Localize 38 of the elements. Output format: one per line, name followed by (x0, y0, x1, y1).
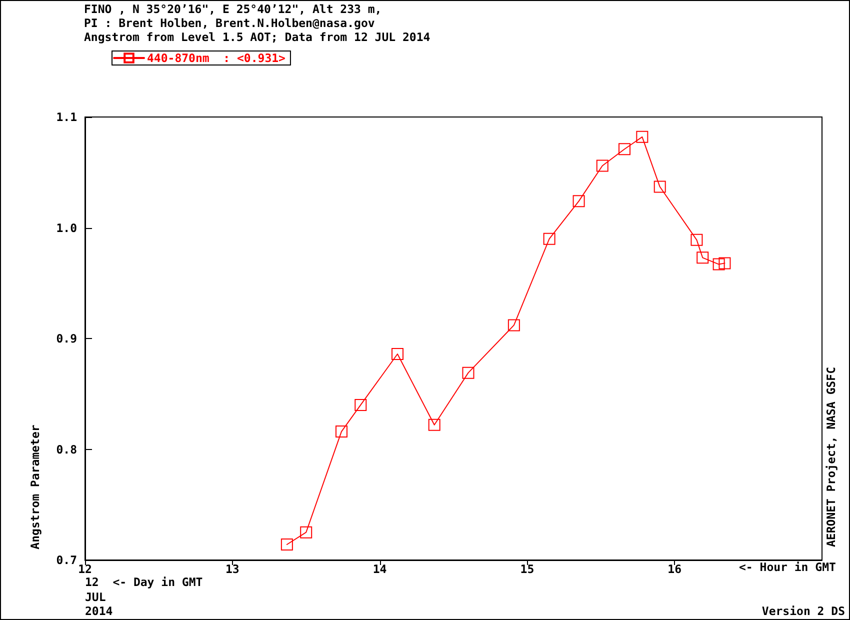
y-tick-label: 0.9 (56, 332, 78, 346)
point (596, 160, 608, 172)
x-tick-label: 15 (520, 562, 534, 576)
point (636, 130, 648, 143)
point (335, 426, 348, 438)
point (712, 258, 725, 270)
y-tick-label: 1.1 (56, 110, 78, 124)
text: 2014 (85, 604, 113, 618)
y-tick-label: 0.7 (56, 553, 78, 567)
point (696, 252, 709, 264)
text: JUL (85, 590, 106, 604)
point (280, 538, 293, 550)
point (572, 195, 585, 208)
x-tick-label: 12 (78, 562, 92, 576)
point (300, 526, 312, 538)
y-axis-title: Angstrom Parameter (28, 424, 42, 550)
point (428, 418, 440, 431)
y-tick-label: 1.0 (56, 220, 78, 235)
point (354, 398, 367, 411)
legend-label: 440-870nm : <0.931> (147, 51, 286, 65)
x-axis-title: <- Hour in GMT (739, 560, 836, 574)
point (718, 257, 731, 270)
x-tick-label: 16 (668, 562, 682, 576)
y-tick-label: 0.8 (56, 442, 78, 456)
point (462, 366, 474, 379)
point (543, 232, 556, 245)
x-tick-label: 14 (372, 562, 387, 576)
x-tick-label: 13 (225, 562, 240, 576)
text: Version 2 DS (762, 604, 846, 618)
point (618, 143, 630, 156)
point (391, 348, 404, 360)
text: AERONET Project, NASA GSFC (824, 366, 838, 548)
point (690, 234, 703, 246)
text: 12 <- Day in GMT (85, 575, 203, 589)
point (508, 319, 520, 332)
chart-title: FINO , N 35°20’16", E 25°40’12", Alt 233 m, (84, 2, 382, 16)
point (654, 180, 666, 193)
chart-subtitle: PI : Brent Holben, Brent.N.Holben@nasa.gov Angstrom from Level 1.5 AOT; Data from 12 JUL 2014 (84, 16, 430, 44)
